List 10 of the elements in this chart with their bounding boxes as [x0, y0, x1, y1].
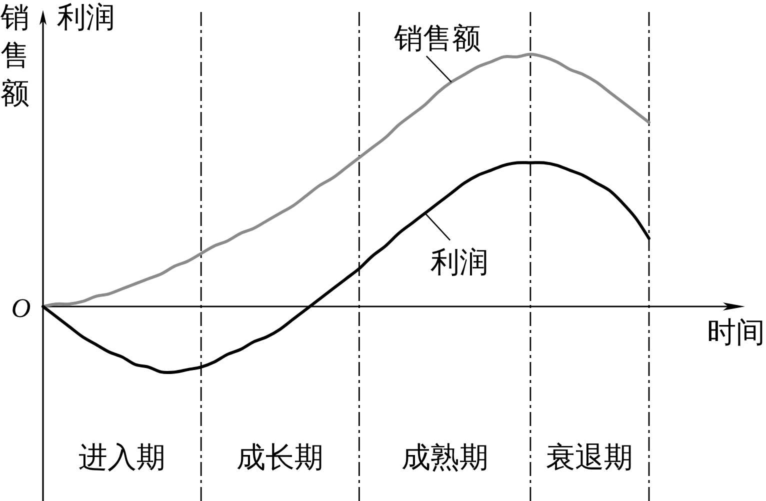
annotation: 成熟期 — [401, 442, 488, 474]
annotation: 衰退期 — [546, 442, 634, 474]
series-label: 利润 — [430, 247, 489, 280]
x-axis-title: 时间 — [707, 317, 765, 349]
annotation: 进入期 — [78, 442, 166, 474]
series-label: 销售额 — [394, 23, 481, 56]
annotation: 利润 — [57, 2, 115, 34]
y-axis-title: 销售额 — [0, 2, 30, 110]
annotation: 成长期 — [236, 442, 324, 474]
annotation: O — [11, 293, 31, 323]
